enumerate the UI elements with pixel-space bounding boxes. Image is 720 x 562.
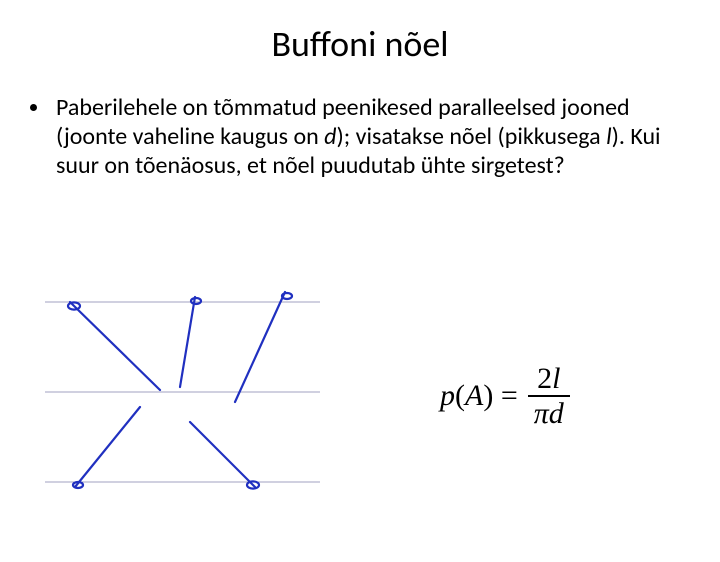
formula-num-l: l xyxy=(552,362,560,395)
formula-fraction: 2l πd xyxy=(528,362,570,430)
needle-diagram xyxy=(40,282,330,542)
body-paragraph: Paberilehele on tõmmatud peenikesed para… xyxy=(0,94,720,180)
formula-close: ) xyxy=(483,379,493,412)
formula-den-d: d xyxy=(549,397,564,430)
bullet-dot xyxy=(30,104,37,111)
formula-den-pi: π xyxy=(534,397,549,430)
formula-open: ( xyxy=(455,379,465,412)
formula-num-2: 2 xyxy=(537,362,552,395)
slide-title: Buffoni nõel xyxy=(0,22,720,66)
formula-A: A xyxy=(465,379,483,412)
text-part-2: ); visatakse nõel (pikkusega xyxy=(337,122,607,151)
formula-eq: = xyxy=(493,379,517,412)
formula: p(A) = 2l πd xyxy=(440,362,570,430)
var-d: d xyxy=(324,122,336,151)
formula-p: p xyxy=(440,379,455,412)
